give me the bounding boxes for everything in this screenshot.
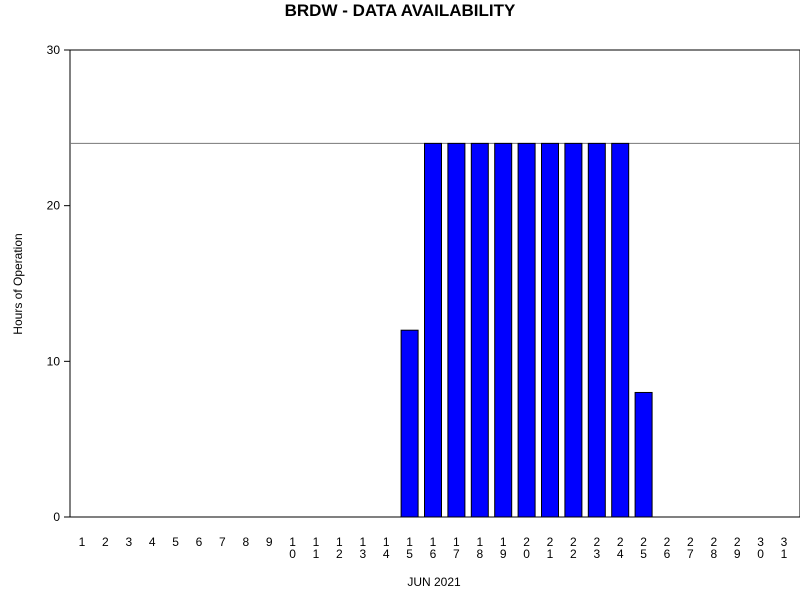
x-tick-label: 5 (172, 535, 179, 549)
bar-day-24 (611, 142, 630, 518)
x-tick-label: 3 (125, 535, 132, 549)
y-tick-label: 0 (53, 510, 60, 524)
bar-day-15 (400, 329, 419, 518)
y-axis: 0 10 20 30 (47, 43, 70, 524)
y-tick-label: 30 (47, 43, 61, 57)
chart-title: BRDW - DATA AVAILABILITY (284, 1, 516, 20)
y-tick-label: 10 (47, 354, 61, 368)
x-tick-labels: 1 2 3 4 5 6 7 8 9 1 01 11 21 31 41 51 61 71 81 92 02 12 22 32 42… (79, 535, 788, 561)
y-axis-label: Hours of Operation (11, 233, 25, 334)
bar-day-20 (517, 142, 536, 518)
x-tick-label: 7 (219, 535, 226, 549)
bar-day-23 (587, 142, 606, 518)
x-tick-label: 1 (79, 535, 86, 549)
bar-day-25 (634, 391, 653, 518)
bar-day-19 (494, 142, 513, 518)
bar-day-22 (564, 142, 583, 518)
x-axis-label: JUN 2021 (407, 575, 461, 589)
x-tick-label: 4 (149, 535, 156, 549)
x-tick-label: 6 (196, 535, 203, 549)
bar-day-18 (470, 142, 489, 518)
bar-day-16 (424, 142, 442, 518)
x-tick-label: 9 (266, 535, 273, 549)
bar-day-17 (447, 142, 466, 518)
bar-day-21 (541, 142, 559, 518)
x-tick-label: 2 (102, 535, 109, 549)
x-tick-label: 8 (242, 535, 249, 549)
y-tick-label: 20 (47, 199, 61, 213)
bars-group (400, 142, 653, 518)
